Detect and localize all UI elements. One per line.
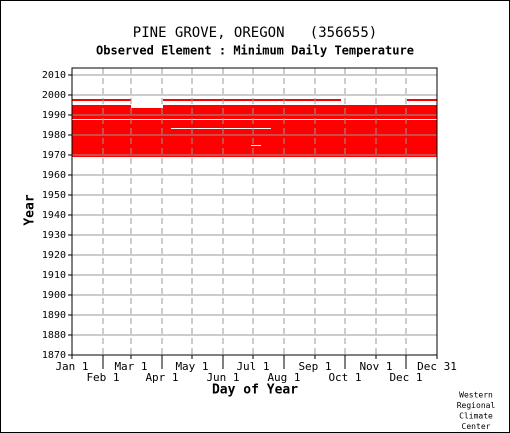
missing-range	[72, 103, 163, 105]
x-tick-label: Apr 1	[145, 371, 178, 384]
y-axis-label: Year	[23, 194, 38, 225]
credit-line: Regional	[457, 401, 496, 410]
y-tick-label: 1870	[42, 350, 66, 361]
plot-border	[71, 67, 438, 356]
y-tick-label: 2000	[42, 90, 66, 101]
y-tick-label: 1900	[42, 290, 66, 301]
x-tick-label: Nov 1	[359, 360, 392, 373]
x-tick-label: Feb 1	[86, 371, 119, 384]
x-tick-label: Mar 1	[114, 360, 147, 373]
missing-range	[72, 119, 437, 120]
x-tick-label: Oct 1	[328, 371, 361, 384]
missing-range	[131, 105, 163, 108]
y-tick-label: 1940	[42, 210, 66, 221]
x-axis-label: Day of Year	[212, 383, 298, 398]
data-range	[72, 105, 437, 157]
x-tick-label: Aug 1	[267, 371, 300, 384]
x-tick-label: Sep 1	[298, 360, 331, 373]
credit-line: Climate	[459, 412, 493, 421]
y-tick-label: 1950	[42, 190, 66, 201]
y-tick-label: 1980	[42, 130, 66, 141]
y-tick-label: 2010	[42, 70, 66, 81]
x-tick-label: Jan 1	[55, 360, 88, 373]
data-range	[72, 99, 131, 101]
x-tick-label: Jul 1	[236, 360, 269, 373]
x-tick-label: May 1	[175, 360, 208, 373]
y-tick-label: 1920	[42, 250, 66, 261]
missing-range	[251, 145, 261, 146]
x-tick-label: Dec 31	[417, 360, 457, 373]
x-tick-label: Dec 1	[389, 371, 422, 384]
y-tick-label: 1880	[42, 330, 66, 341]
chart-title: PINE GROVE, OREGON (356655)	[133, 25, 377, 41]
y-tick-label: 1910	[42, 270, 66, 281]
credit-line: Western	[459, 391, 493, 400]
chart-subtitle: Observed Element : Minimum Daily Tempera…	[96, 44, 414, 58]
y-tick-label: 1990	[42, 110, 66, 121]
missing-range	[171, 128, 271, 129]
y-tick-label: 1970	[42, 150, 66, 161]
y-tick-label: 1890	[42, 310, 66, 321]
y-tick-label: 1960	[42, 170, 66, 181]
credit-line: Center	[462, 422, 491, 431]
y-tick-label: 1930	[42, 230, 66, 241]
data-range	[407, 99, 437, 101]
x-tick-label: Jun 1	[206, 371, 239, 384]
data-range	[163, 99, 341, 101]
